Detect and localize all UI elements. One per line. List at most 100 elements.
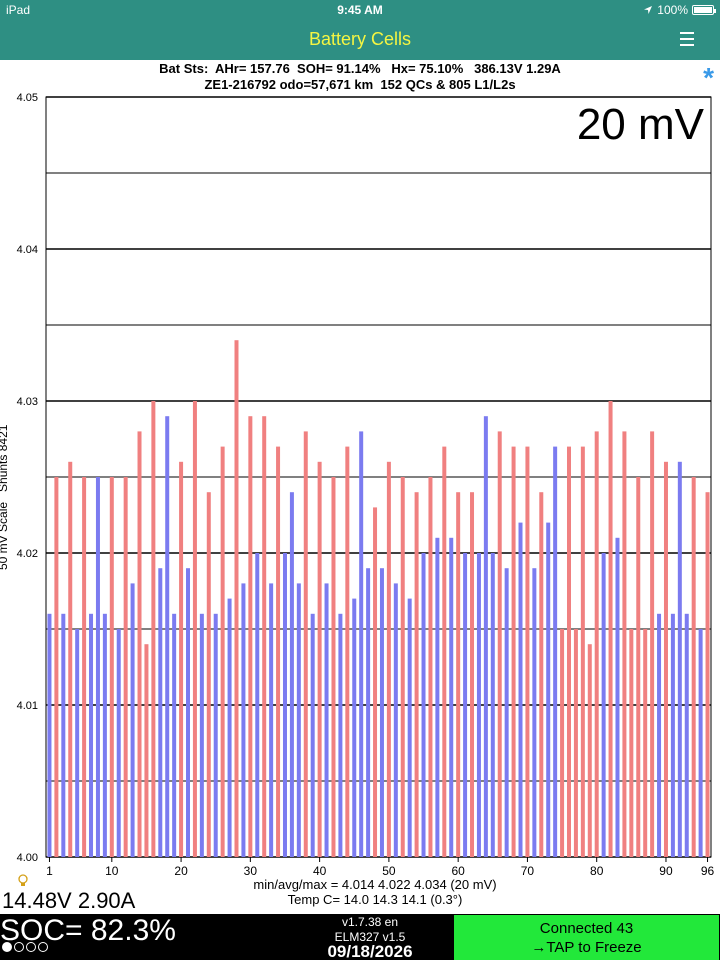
y-tick-label: 4.02 [17, 548, 38, 560]
cell-bar [705, 492, 710, 857]
cell-bar [400, 477, 405, 857]
cell-bar [407, 598, 412, 857]
cell-bar [560, 629, 565, 857]
cell-bar [137, 431, 142, 857]
y-axis-label: 50 mV Scale Shunts 8421 [0, 424, 10, 570]
y-tick-label: 4.04 [17, 244, 38, 256]
cell-bar [123, 477, 128, 857]
cell-bar [95, 477, 100, 857]
cell-bar [227, 598, 232, 857]
cell-bar [386, 461, 391, 857]
pack-voltage-current: 14.48V 2.90A [2, 888, 136, 913]
cell-bar [317, 461, 322, 857]
cell-bar [282, 553, 287, 857]
connection-status: Connected 43 [539, 920, 634, 937]
cell-bar [504, 568, 509, 857]
cell-bar [234, 340, 239, 857]
cell-bar [691, 477, 696, 857]
cell-bar [636, 477, 641, 857]
cell-bar [546, 522, 551, 857]
cell-bar [151, 401, 156, 857]
cell-bar [553, 446, 558, 857]
cell-bar [303, 431, 308, 857]
vehicle-info-line: ZE1-216792 odo=57,671 km 152 QCs & 805 L… [204, 77, 516, 92]
cell-bar [511, 446, 516, 857]
cell-bar [352, 598, 357, 857]
y-tick-label: 4.01 [17, 700, 38, 712]
cell-bar [144, 644, 149, 857]
status-bar: iPad 9:45 AM 100% [0, 0, 720, 20]
date-display: 09/18/2026 [327, 942, 413, 961]
cell-bar [539, 492, 544, 857]
cell-bar [663, 461, 668, 857]
cell-bar [338, 613, 343, 857]
page-dot-active[interactable] [2, 942, 12, 952]
cell-bar [393, 583, 398, 857]
page-dot[interactable] [26, 942, 36, 952]
x-tick-label: 50 [382, 864, 396, 878]
x-tick-label: 30 [244, 864, 258, 878]
cell-bar [379, 568, 384, 857]
cell-voltage-chart[interactable]: 4.00 4.01 4.02 4.03 4.04 4.05 1 10 20 30 40 50 60 70 8… [0, 88, 720, 878]
page-dot[interactable] [38, 942, 48, 952]
cell-bar [428, 477, 433, 857]
cell-bar [158, 568, 163, 857]
header: Battery Cells [0, 20, 720, 60]
cell-bar [68, 461, 73, 857]
location-arrow-icon [644, 6, 653, 14]
y-tick-label: 4.03 [17, 396, 38, 408]
min-avg-max-stats: min/avg/max = 4.014 4.022 4.034 (20 mV) [253, 877, 497, 892]
cell-bar [109, 477, 114, 857]
x-tick-label: 80 [590, 864, 604, 878]
cell-bar [566, 446, 571, 857]
status-right: 100% [643, 3, 716, 17]
x-tick-label: 60 [451, 864, 465, 878]
cell-bar [532, 568, 537, 857]
cell-bar [463, 553, 468, 857]
page-dot[interactable] [14, 942, 24, 952]
cell-bar [262, 416, 267, 857]
battery-status-line: Bat Sts: AHr= 157.76 SOH= 91.14% Hx= 75.… [159, 61, 561, 76]
cell-bar [629, 629, 634, 857]
x-tick-label: 90 [659, 864, 673, 878]
cell-bar [220, 446, 225, 857]
cell-bar [414, 492, 419, 857]
cell-bar [483, 416, 488, 857]
cell-bar [172, 613, 177, 857]
x-tick-label: 1 [46, 864, 53, 878]
cell-bar [525, 446, 530, 857]
cell-bar [698, 629, 703, 857]
x-tick-label: 96 [701, 864, 715, 878]
cell-bar [54, 477, 59, 857]
scale-label[interactable]: 20 mV [576, 100, 704, 149]
cell-bar [47, 613, 52, 857]
cell-bar [345, 446, 350, 857]
cell-bar [587, 644, 592, 857]
cell-bar [255, 553, 260, 857]
cell-bar [442, 446, 447, 857]
cell-bar [248, 416, 253, 857]
cell-bar [276, 446, 281, 857]
app-version: v1.7.38 en [341, 915, 399, 929]
temperature-stats: Temp C= 14.0 14.3 14.1 (0.3°) [287, 892, 463, 907]
cell-bar [622, 431, 627, 857]
connection-freeze-button[interactable]: Connected 43 →TAP to Freeze [454, 915, 719, 960]
cell-bar [310, 613, 315, 857]
cell-bar [61, 613, 66, 857]
cell-bar [657, 613, 662, 857]
cell-bar [102, 613, 107, 857]
cell-bar [241, 583, 246, 857]
cell-bar [296, 583, 301, 857]
cell-bar [643, 629, 648, 857]
cell-bar [82, 477, 87, 857]
cell-bar [186, 568, 191, 857]
cell-bar [206, 492, 211, 857]
cell-bar [497, 431, 502, 857]
hamburger-menu-icon[interactable] [680, 28, 694, 50]
cell-bar [324, 583, 329, 857]
cell-bar [213, 613, 218, 857]
page-indicator[interactable] [2, 942, 48, 952]
cell-bar [421, 553, 426, 857]
asterisk-icon[interactable]: * [703, 62, 714, 93]
page-title: Battery Cells [308, 29, 412, 49]
